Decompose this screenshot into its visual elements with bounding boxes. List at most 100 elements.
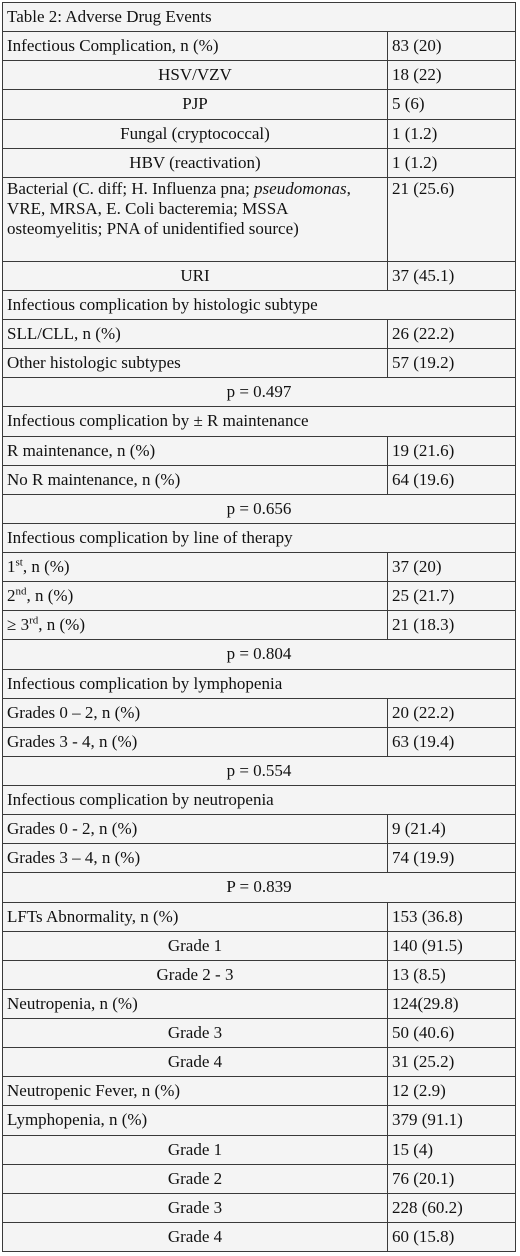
row-value: 15 (4): [387, 1134, 516, 1165]
row-value: 13 (8.5): [387, 959, 516, 990]
section-label: P = 0.839: [2, 872, 516, 903]
label-part: pseudomonas: [254, 178, 347, 198]
row-label: Grade 3: [2, 1192, 388, 1223]
row-value: 50 (40.6): [387, 1017, 516, 1049]
row-value: 21 (25.6): [387, 176, 516, 262]
section-label: Infectious complication by histologic su…: [2, 289, 516, 321]
section-row: p = 0.497: [2, 377, 516, 408]
data-row: SLL/CLL, n (%) 26 (22.2): [2, 318, 516, 350]
data-row: PJP 5 (6): [2, 89, 516, 120]
row-label: HSV/VZV: [2, 60, 388, 91]
section-label: p = 0.554: [2, 755, 516, 787]
section-label: Infectious complication by line of thera…: [2, 522, 516, 554]
section-row: p = 0.656: [2, 493, 516, 524]
row-value: 57 (19.2): [387, 348, 516, 379]
row-label: Grade 2 - 3: [2, 959, 388, 990]
row-value: 83 (20): [387, 31, 516, 62]
data-row: HSV/VZV 18 (22): [2, 60, 516, 91]
section-row: Infectious complication by lymphopenia: [2, 668, 516, 699]
row-label: Other histologic subtypes: [2, 348, 388, 379]
row-value: 228 (60.2): [387, 1192, 516, 1223]
row-label: Infectious Complication, n (%): [2, 31, 388, 62]
data-row: Grade 1 140 (91.5): [2, 930, 516, 961]
row-value: 379 (91.1): [387, 1105, 516, 1136]
data-row: Neutropenic Fever, n (%) 12 (2.9): [2, 1076, 516, 1107]
data-row: Grades 0 - 2, n (%) 9 (21.4): [2, 814, 516, 845]
section-label: Infectious complication by ± R maintenan…: [2, 406, 516, 437]
row-label: Grade 4: [2, 1047, 388, 1078]
row-label: HBV (reactivation): [2, 147, 388, 178]
row-value: 31 (25.2): [387, 1047, 516, 1078]
row-label: PJP: [2, 89, 388, 120]
data-row: 2nd, n (%) 25 (21.7): [2, 581, 516, 612]
title-row: Table 2: Adverse Drug Events: [2, 1, 516, 33]
row-label: Grades 0 - 2, n (%): [2, 814, 388, 845]
row-value: 74 (19.9): [387, 843, 516, 874]
data-row: Grades 3 – 4, n (%) 74 (19.9): [2, 843, 516, 874]
section-row: p = 0.804: [2, 639, 516, 670]
data-row: Grade 1 15 (4): [2, 1134, 516, 1165]
row-value: 140 (91.5): [387, 930, 516, 961]
superscript: rd: [29, 614, 39, 627]
section-label: p = 0.656: [2, 493, 516, 524]
row-value: 20 (22.2): [387, 697, 516, 728]
row-value: 9 (21.4): [387, 814, 516, 845]
data-row: Bacterial (C. diff; H. Influenza pna; ps…: [2, 176, 516, 262]
section-row: Infectious complication by histologic su…: [2, 289, 516, 321]
row-value: 37 (45.1): [387, 260, 516, 291]
row-label: Grades 3 – 4, n (%): [2, 843, 388, 874]
section-label: p = 0.804: [2, 639, 516, 670]
row-value: 64 (19.6): [387, 464, 516, 495]
superscript: st: [15, 556, 23, 569]
section-row: Infectious complication by line of thera…: [2, 522, 516, 554]
row-value: 5 (6): [387, 89, 516, 120]
section-label: Infectious complication by lymphopenia: [2, 668, 516, 699]
data-row: No R maintenance, n (%) 64 (19.6): [2, 464, 516, 495]
row-label: Grades 3 - 4, n (%): [2, 726, 388, 757]
row-value: 26 (22.2): [387, 318, 516, 350]
row-value: 63 (19.4): [387, 726, 516, 757]
section-label: p = 0.497: [2, 377, 516, 408]
row-value: 21 (18.3): [387, 610, 516, 641]
row-value: 19 (21.6): [387, 435, 516, 466]
row-label: Bacterial (C. diff; H. Influenza pna; ps…: [2, 176, 388, 262]
data-row: Grade 2 - 3 13 (8.5): [2, 959, 516, 990]
row-label: Grade 1: [2, 1134, 388, 1165]
table-title: Table 2: Adverse Drug Events: [2, 1, 516, 33]
data-row: Grade 4 60 (15.8): [2, 1221, 516, 1253]
section-row: Infectious complication by neutropenia: [2, 784, 516, 816]
label-part: Bacterial (C. diff; H. Influenza pna;: [7, 178, 255, 198]
section-row: Infectious complication by ± R maintenan…: [2, 406, 516, 437]
row-value: 12 (2.9): [387, 1076, 516, 1107]
row-value: 60 (15.8): [387, 1221, 516, 1253]
row-label: SLL/CLL, n (%): [2, 318, 388, 350]
data-row: Fungal (cryptococcal) 1 (1.2): [2, 118, 516, 149]
row-label: 1st, n (%): [2, 551, 388, 583]
data-row: Grades 3 - 4, n (%) 63 (19.4): [2, 726, 516, 757]
superscript: nd: [15, 585, 27, 598]
label-part: , n (%): [26, 586, 74, 606]
label-part: , VRE, MRSA, E. Coli bacteremia; MSSA os…: [7, 178, 351, 238]
label-part: 1: [7, 557, 16, 577]
row-label: Neutropenic Fever, n (%): [2, 1076, 388, 1107]
row-value: 37 (20): [387, 551, 516, 583]
data-row: Infectious Complication, n (%) 83 (20): [2, 31, 516, 62]
data-row: ≥ 3rd, n (%) 21 (18.3): [2, 610, 516, 641]
row-label: 2nd, n (%): [2, 581, 388, 612]
label-part: 2: [7, 586, 16, 606]
row-label: Grade 3: [2, 1017, 388, 1049]
row-label: Lymphopenia, n (%): [2, 1105, 388, 1136]
section-row: P = 0.839: [2, 872, 516, 903]
row-label: LFTs Abnormality, n (%): [2, 901, 388, 932]
row-value: 18 (22): [387, 60, 516, 91]
row-label: ≥ 3rd, n (%): [2, 610, 388, 641]
row-value: 25 (21.7): [387, 581, 516, 612]
data-row: URI 37 (45.1): [2, 260, 516, 291]
row-label: Grade 2: [2, 1163, 388, 1194]
data-row: Grade 3 50 (40.6): [2, 1017, 516, 1049]
row-label: Fungal (cryptococcal): [2, 118, 388, 149]
section-label: Infectious complication by neutropenia: [2, 784, 516, 816]
row-value: 76 (20.1): [387, 1163, 516, 1194]
